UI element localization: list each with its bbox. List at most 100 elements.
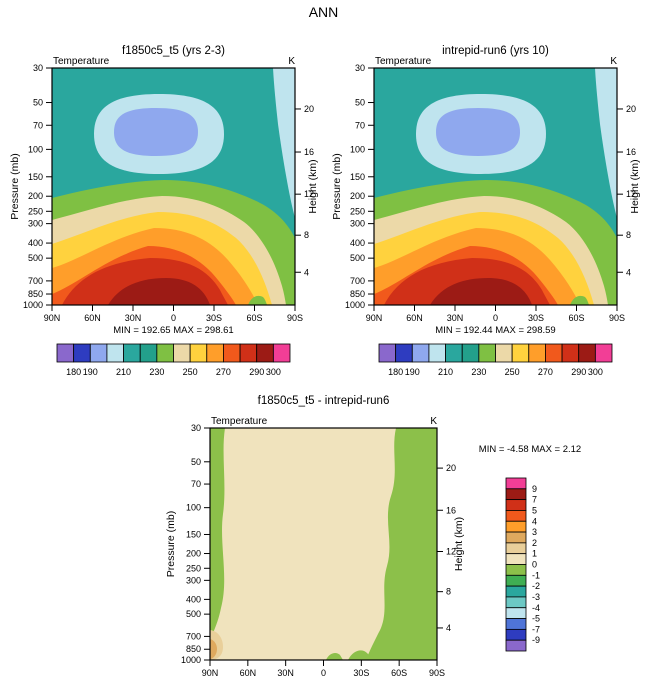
- pressure-tick-label: 150: [28, 172, 43, 182]
- pressure-tick-label: 500: [186, 609, 201, 619]
- colorbar-box: [106, 343, 124, 363]
- latitude-tick-label: 90N: [366, 313, 383, 323]
- colorbar-label: -4: [532, 603, 540, 613]
- height-tick-label: 4: [626, 267, 631, 277]
- colorbar-label: -1: [532, 570, 540, 580]
- colorbar-box: [272, 343, 291, 363]
- contour-band-190-200-cold-core: [436, 108, 520, 156]
- latitude-tick-label: 30S: [206, 313, 222, 323]
- colorbar-box: [505, 488, 527, 501]
- pressure-tick-label: 30: [191, 423, 201, 433]
- contour-band-290-300: [108, 278, 210, 305]
- panel-case1-minmax: MIN = 192.65 MAX = 298.61: [113, 325, 233, 336]
- pressure-tick-label: 70: [33, 120, 43, 130]
- colorbar-box: [156, 343, 174, 363]
- colorbar-label: 270: [538, 367, 553, 377]
- contour-band--1-0-south-column: [366, 428, 437, 660]
- colorbar-label: -5: [532, 614, 540, 624]
- latitude-tick-label: 0: [171, 313, 176, 323]
- colorbar-box: [139, 343, 158, 363]
- height-tick-label: 12: [446, 547, 456, 557]
- contour-band--1-0-bump-b: [348, 650, 373, 660]
- colorbar-box: [505, 499, 527, 511]
- pressure-tick-label: 1000: [23, 300, 43, 310]
- panel-case1-field-label: Temperature: [53, 56, 110, 67]
- colorbar-label: 210: [438, 367, 453, 377]
- colorbar-box: [495, 343, 513, 363]
- colorbar-box: [56, 343, 75, 363]
- pressure-tick-label: 400: [28, 238, 43, 248]
- pressure-tick-label: 300: [186, 575, 201, 585]
- colorbar-label: 5: [532, 505, 537, 515]
- colorbar-box: [505, 542, 527, 555]
- pressure-tick-label: 400: [350, 238, 365, 248]
- panel-difference-minmax: MIN = -4.58 MAX = 2.12: [479, 444, 581, 455]
- pressure-axis-title: Pressure (mb): [9, 153, 21, 220]
- colorbar-box: [505, 574, 527, 587]
- contour-band-200-210-south-edge: [273, 68, 295, 218]
- panel-difference-units-label: K: [430, 416, 437, 427]
- colorbar-box: [395, 343, 413, 363]
- panel-case1: f1850c5_t5 (yrs 2-3) Temperature K MIN =…: [9, 45, 319, 377]
- height-tick-label: 4: [304, 267, 309, 277]
- pressure-tick-label: 30: [355, 63, 365, 73]
- colorbar-box: [123, 343, 141, 363]
- colorbar-box: [578, 343, 596, 363]
- panel-case2-units-label: K: [610, 56, 617, 67]
- colorbar-box: [505, 510, 527, 522]
- latitude-tick-label: 90S: [609, 313, 625, 323]
- latitude-tick-label: 60S: [391, 668, 407, 678]
- colorbar-box: [561, 343, 580, 363]
- contour-band--1-0-bump-a: [326, 652, 343, 660]
- pressure-tick-label: 70: [355, 120, 365, 130]
- pressure-tick-label: 150: [186, 529, 201, 539]
- colorbar-box: [173, 343, 191, 363]
- latitude-tick-label: 60N: [240, 668, 257, 678]
- colorbar-box: [478, 343, 496, 363]
- colorbar-box: [505, 553, 527, 565]
- temperature-colorbar: 180 190 210 230 250 270 290 300: [56, 343, 291, 377]
- latitude-tick-label: 0: [321, 668, 326, 678]
- pressure-tick-label: 250: [350, 206, 365, 216]
- pressure-tick-label: 1000: [345, 300, 365, 310]
- contour-band-290-300: [430, 278, 532, 305]
- pressure-tick-label: 250: [28, 206, 43, 216]
- colorbar-label: 250: [183, 367, 198, 377]
- page-title: ANN: [308, 4, 339, 20]
- colorbar-label: 290: [571, 367, 586, 377]
- panel-difference-field-label: Temperature: [211, 416, 268, 427]
- colorbar-label: 230: [471, 367, 486, 377]
- colorbar-label: 270: [216, 367, 231, 377]
- pressure-tick-label: 70: [191, 479, 201, 489]
- pressure-tick-label: 100: [350, 144, 365, 154]
- colorbar-label: 190: [83, 367, 98, 377]
- colorbar-label: -3: [532, 592, 540, 602]
- panel-case2-minmax: MIN = 192.44 MAX = 298.59: [435, 325, 555, 336]
- latitude-tick-label: 60S: [246, 313, 262, 323]
- pressure-tick-label: 30: [33, 63, 43, 73]
- height-axis-title: Height (km): [453, 517, 465, 571]
- pressure-axis-title: Pressure (mb): [331, 153, 343, 220]
- colorbar-label: 3: [532, 527, 537, 537]
- latitude-tick-label: 0: [493, 313, 498, 323]
- pressure-tick-label: 500: [28, 253, 43, 263]
- latitude-tick-label: 30S: [353, 668, 369, 678]
- colorbar-box: [505, 618, 527, 630]
- pressure-tick-label: 200: [350, 191, 365, 201]
- colorbar-box: [378, 343, 397, 363]
- colorbar-box: [505, 477, 527, 490]
- pressure-tick-label: 700: [28, 276, 43, 286]
- colorbar-box: [505, 628, 527, 641]
- colorbar-box: [528, 343, 546, 363]
- colorbar-label: 190: [405, 367, 420, 377]
- pressure-axis-title: Pressure (mb): [165, 511, 177, 578]
- colorbar-box: [505, 531, 527, 544]
- colorbar-box: [239, 343, 258, 363]
- pressure-tick-label: 850: [28, 289, 43, 299]
- height-tick-label: 16: [304, 147, 314, 157]
- height-tick-label: 8: [446, 587, 451, 597]
- contour-band-230-240-bump: [248, 295, 267, 305]
- pressure-tick-label: 100: [186, 503, 201, 513]
- panel-difference-title: f1850c5_t5 - intrepid-run6: [258, 395, 390, 407]
